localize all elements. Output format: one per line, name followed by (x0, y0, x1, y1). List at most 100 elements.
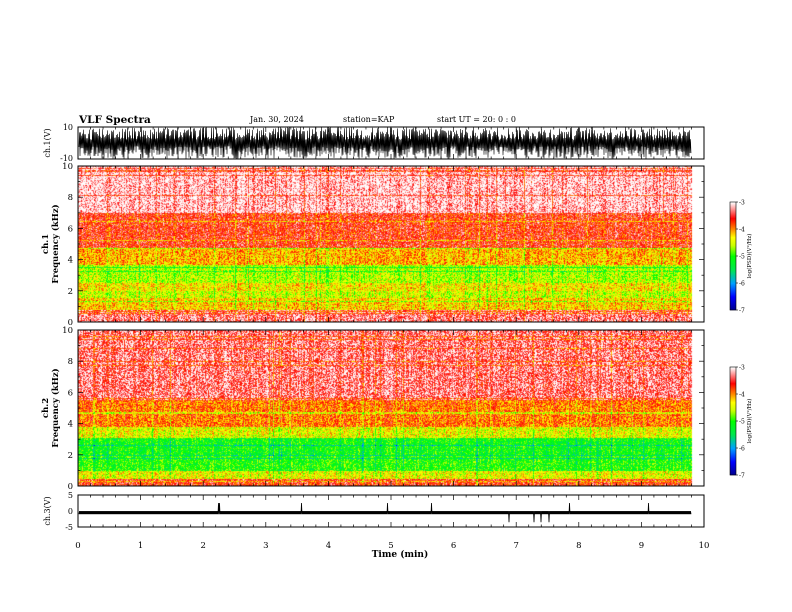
colorbar-swatch (730, 276, 736, 278)
ch3-ytick-mid: 0 (68, 507, 73, 516)
colorbar-swatch (730, 470, 736, 472)
ch1-spectrogram-ylabel-channel: ch.1 (41, 234, 51, 254)
ch2-colorbar: -3 -4 -5 -6 -7 log(PSD)(V²/Hz) (729, 365, 753, 480)
colorbar-swatch (730, 269, 736, 271)
colorbar-swatch (730, 213, 736, 215)
colorbar-swatch (730, 222, 736, 224)
colorbar-tick-label: -7 (739, 308, 745, 315)
ch1-spectrogram-panel: 0 2 4 6 8 10 ch.1 Frequency (kHz) (41, 162, 705, 328)
colorbar-swatch (730, 448, 736, 450)
colorbar-swatch (730, 244, 736, 246)
colorbar-swatch (730, 247, 736, 249)
ch1-waveform-trace (78, 127, 692, 159)
x-tick-label: 6 (451, 541, 456, 551)
colorbar-swatch (730, 454, 736, 456)
colorbar-swatch (730, 225, 736, 227)
y-tick-label: 0 (68, 318, 73, 328)
x-tick-label: 7 (513, 541, 518, 551)
ch1-spectrogram-ylabel-frequency: Frequency (kHz) (50, 204, 61, 283)
colorbar-swatch (730, 425, 736, 427)
colorbar-swatch (730, 474, 736, 476)
colorbar-swatch (730, 268, 736, 270)
ch3-waveform-panel: 5 0 -5 ch.3(V) (43, 491, 705, 532)
colorbar-swatch (730, 373, 736, 375)
colorbar-swatch (730, 280, 736, 282)
colorbar-swatch (730, 270, 736, 272)
colorbar-swatch (730, 429, 736, 431)
colorbar-swatch (730, 207, 736, 209)
colorbar-swatch (730, 371, 736, 373)
colorbar-swatch (730, 435, 736, 437)
colorbar-swatch (730, 287, 736, 289)
colorbar-swatch (730, 423, 736, 425)
colorbar-swatch (730, 218, 736, 220)
colorbar-swatch (730, 300, 736, 302)
date-label: Jan. 30, 2024 (249, 115, 304, 124)
colorbar-swatch (730, 233, 736, 235)
colorbar-swatch (730, 306, 736, 308)
colorbar-swatch (730, 452, 736, 454)
colorbar-swatch (730, 453, 736, 455)
colorbar-swatch (730, 404, 736, 406)
colorbar-swatch (730, 239, 736, 241)
colorbar-swatch (730, 382, 736, 384)
y-tick-label: 0 (68, 482, 73, 492)
colorbar-swatch (730, 374, 736, 376)
colorbar-swatch (730, 438, 736, 440)
colorbar-swatch (730, 290, 736, 292)
colorbar-swatch (730, 387, 736, 389)
colorbar-swatch (730, 301, 736, 303)
colorbar-swatch (730, 431, 736, 433)
start-time-label: start UT = 20: 0 : 0 (437, 115, 516, 124)
ch3-ytick-bottom: -5 (65, 523, 73, 532)
colorbar-swatch (730, 462, 736, 464)
colorbar-swatch (730, 293, 736, 295)
colorbar-swatch (730, 403, 736, 405)
ch2-spectrogram-ylabel-frequency: Frequency (kHz) (50, 368, 61, 447)
ch3-ytick-top: 5 (68, 491, 73, 500)
colorbar-tick-label: -3 (739, 365, 745, 372)
colorbar-swatch (730, 271, 736, 273)
colorbar-swatch (730, 231, 736, 233)
colorbar-swatch (730, 398, 736, 400)
ch1-ytick-top: 10 (63, 123, 73, 132)
colorbar-swatch (730, 433, 736, 435)
y-tick-label: 6 (68, 388, 73, 398)
colorbar-swatch (730, 379, 736, 381)
colorbar-tick-label: -5 (739, 419, 745, 426)
colorbar-swatch (730, 227, 736, 229)
colorbar-swatch (730, 263, 736, 265)
y-tick-label: 8 (68, 357, 73, 367)
colorbar-swatch (730, 304, 736, 306)
colorbar-swatch (730, 203, 736, 205)
colorbar-swatch (730, 210, 736, 212)
colorbar-swatch (730, 202, 736, 204)
colorbar-swatch (730, 214, 736, 216)
colorbar-swatch (730, 426, 736, 428)
colorbar-swatch (730, 243, 736, 245)
colorbar-swatch (730, 228, 736, 230)
colorbar-swatch (730, 252, 736, 254)
colorbar-tick-label: -6 (739, 446, 745, 453)
colorbar-swatch (730, 291, 736, 293)
colorbar-swatch (730, 445, 736, 447)
colorbar-swatch (730, 294, 736, 296)
colorbar-swatch (730, 428, 736, 430)
ch2-spectrogram-ylabel-channel: ch.2 (41, 398, 51, 418)
colorbar-swatch (730, 255, 736, 257)
colorbar-swatch (730, 390, 736, 392)
colorbar-swatch (730, 372, 736, 374)
colorbar-swatch (730, 251, 736, 253)
colorbar-swatch (730, 230, 736, 232)
ch2-spectrogram-image (78, 330, 704, 486)
colorbar-swatch (730, 282, 736, 284)
colorbar-swatch (730, 277, 736, 279)
colorbar-swatch (730, 302, 736, 304)
y-tick-label: 2 (68, 451, 73, 461)
colorbar-swatch (730, 421, 736, 423)
colorbar-swatch (730, 296, 736, 298)
colorbar-swatch (730, 399, 736, 401)
colorbar-swatch (730, 466, 736, 468)
colorbar-swatch (730, 240, 736, 242)
colorbar-swatch (730, 217, 736, 219)
